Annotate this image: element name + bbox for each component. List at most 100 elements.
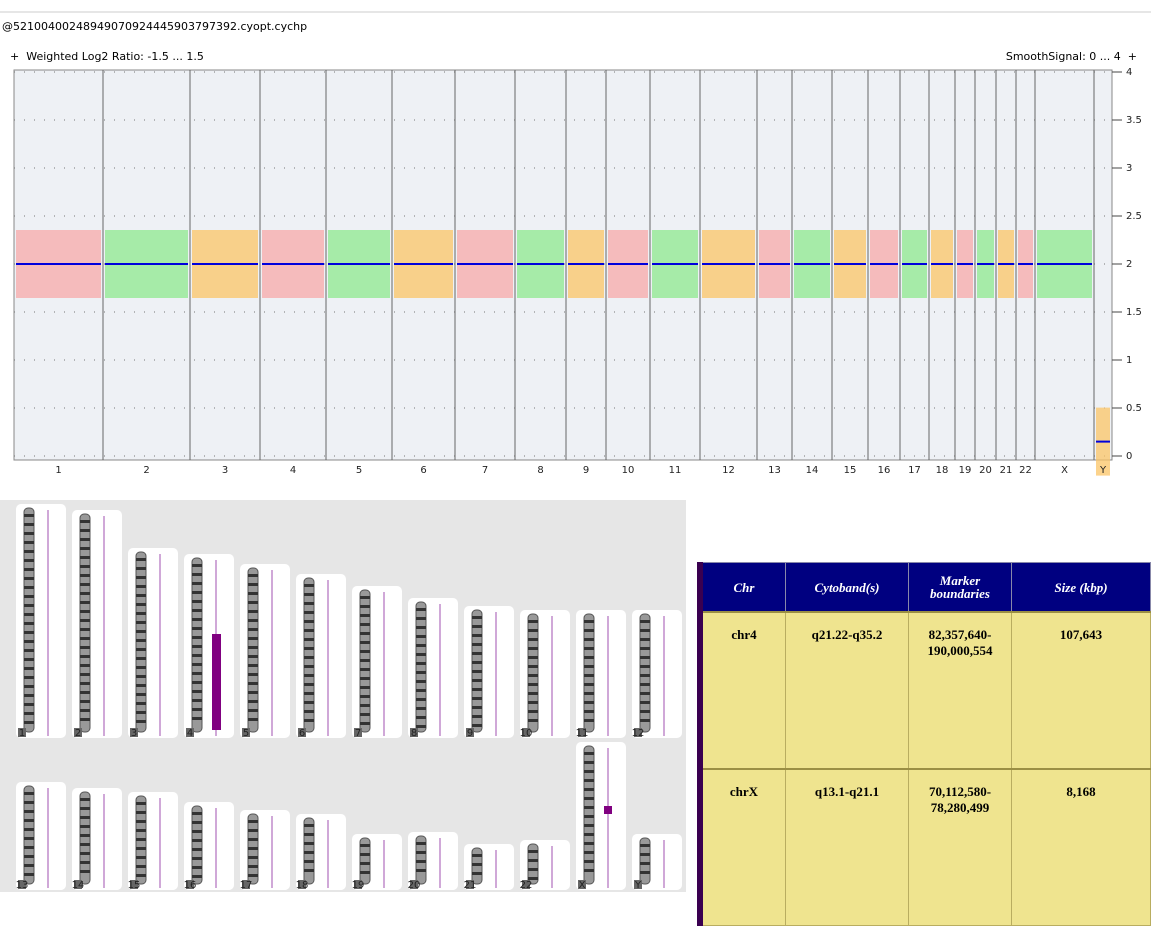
band: [192, 681, 202, 684]
label-box: [466, 728, 474, 737]
col-header: Marker boundaries: [908, 562, 1012, 613]
band: [360, 871, 370, 874]
left-track-label: Weighted Log2 Ratio: -1.5 ... 1.5: [26, 50, 204, 63]
label-box: [130, 728, 138, 737]
col-header: Chr: [699, 562, 786, 613]
label-box: [186, 880, 194, 889]
band: [24, 837, 34, 840]
x-tick-label: Y: [1099, 465, 1107, 476]
band: [136, 594, 146, 597]
band: [584, 824, 594, 827]
ideogram-label: 6: [299, 728, 305, 739]
band: [416, 671, 426, 674]
band: [80, 655, 90, 658]
band: [248, 856, 258, 859]
band: [360, 596, 370, 599]
band: [24, 577, 34, 580]
ideogram: [23, 785, 35, 885]
band: [192, 830, 202, 833]
band: [80, 538, 90, 541]
band: [416, 617, 426, 620]
band: [192, 708, 202, 711]
band: [360, 605, 370, 608]
band: [304, 665, 314, 668]
band: [528, 647, 538, 650]
y-tick-label: 0.5: [1126, 403, 1142, 414]
band: [192, 690, 202, 693]
band: [472, 715, 482, 718]
aberration: [212, 634, 221, 730]
row[interactable]: chr4 q21.22-q35.2 82,357,640-190,000,554…: [699, 611, 1151, 770]
x-tick-label: 16: [878, 465, 891, 476]
band: [360, 659, 370, 662]
label-box: [242, 880, 250, 889]
band: [640, 665, 650, 668]
band: [192, 609, 202, 612]
band: [304, 674, 314, 677]
band: [24, 568, 34, 571]
band: [304, 701, 314, 704]
ideogram: [79, 513, 91, 733]
band: [360, 853, 370, 856]
band: [584, 656, 594, 659]
band: [584, 719, 594, 722]
x-tick-label: 13: [768, 465, 781, 476]
band: [24, 828, 34, 831]
band: [304, 719, 314, 722]
band: [192, 717, 202, 720]
band: [136, 847, 146, 850]
band: [24, 541, 34, 544]
band: [136, 666, 146, 669]
band: [248, 820, 258, 823]
y-tick-label: 4: [1126, 67, 1132, 78]
band: [584, 833, 594, 836]
band: [192, 663, 202, 666]
band: [192, 627, 202, 630]
band: [136, 639, 146, 642]
band: [416, 842, 426, 845]
band: [24, 658, 34, 661]
band: [136, 576, 146, 579]
band: [192, 636, 202, 639]
label-box: [410, 880, 418, 889]
band: [248, 664, 258, 667]
band: [136, 603, 146, 606]
band: [80, 637, 90, 640]
col-header: Size (kbp): [1011, 562, 1151, 613]
band: [80, 709, 90, 712]
band: [248, 709, 258, 712]
band: [304, 647, 314, 650]
x-tick-label: 18: [936, 465, 949, 476]
band: [80, 852, 90, 855]
band: [472, 643, 482, 646]
right-track[interactable]: SmoothSignal: 0 ... 4 +: [1005, 50, 1137, 63]
ideogram-label: 2: [75, 728, 81, 739]
band: [584, 770, 594, 773]
screen: {"window_title": "@521004002489490709244…: [0, 11, 1151, 926]
label-box: [466, 880, 474, 889]
left-track[interactable]: + Weighted Log2 Ratio: -1.5 ... 1.5: [10, 50, 204, 63]
band: [528, 692, 538, 695]
band: [80, 861, 90, 864]
x-tick-label: X: [1061, 465, 1068, 476]
band: [248, 619, 258, 622]
ideogram: [303, 577, 315, 733]
band: [528, 850, 538, 853]
band: [24, 622, 34, 625]
label-box: [18, 728, 26, 737]
ideogram-label: 19: [352, 880, 365, 891]
band: [528, 701, 538, 704]
row[interactable]: chrX q13.1-q21.1 70,112,580-78,280,499 8…: [699, 768, 1151, 926]
aberration: [604, 806, 612, 814]
band: [472, 670, 482, 673]
band: [360, 686, 370, 689]
band: [584, 797, 594, 800]
band: [248, 574, 258, 577]
band: [304, 824, 314, 827]
ideogram-label: 9: [467, 728, 473, 739]
x-tick-label: 4: [290, 465, 296, 476]
band: [248, 691, 258, 694]
band: [248, 847, 258, 850]
band: [584, 869, 594, 872]
cell: 107,643: [1011, 611, 1151, 770]
